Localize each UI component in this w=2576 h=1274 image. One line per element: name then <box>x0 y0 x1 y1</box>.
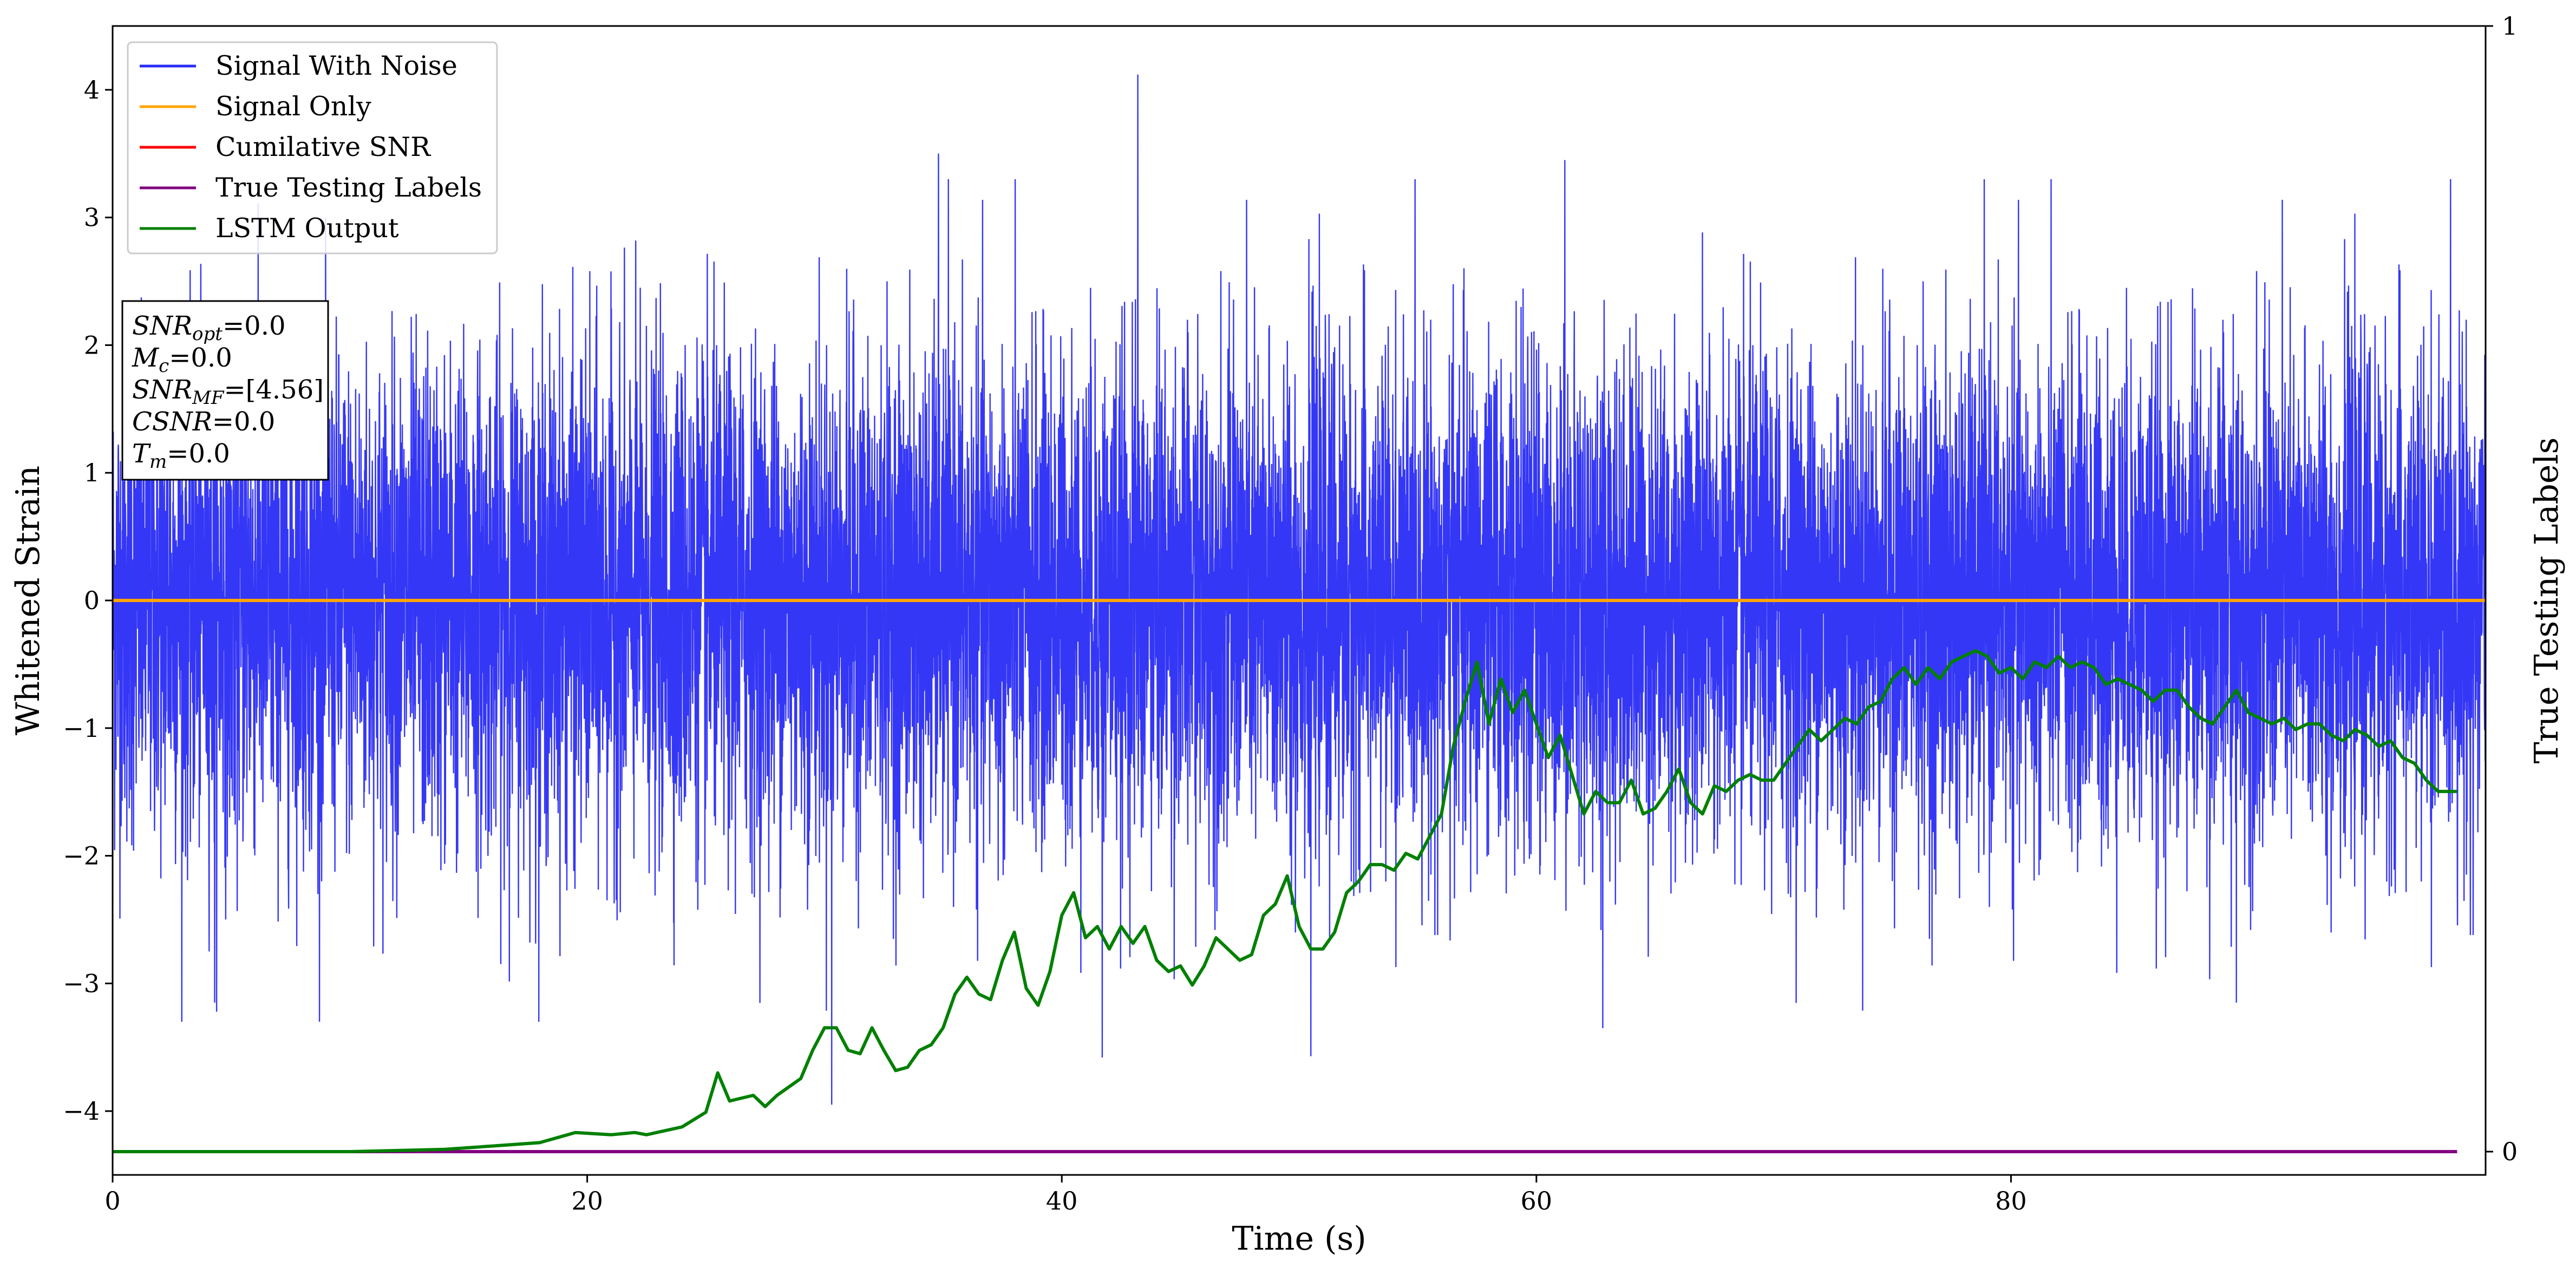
y2-tick-label: 1 <box>2502 11 2518 41</box>
info-line-subscript: opt <box>192 323 223 345</box>
y-tick-label: −1 <box>63 714 100 743</box>
x-tick-label: 0 <box>104 1186 120 1216</box>
x-tick-label: 40 <box>1046 1186 1078 1216</box>
x-tick-label: 60 <box>1521 1186 1553 1216</box>
legend-box <box>127 41 498 254</box>
series-lines-layer <box>113 599 2486 1153</box>
info-line: Tm=0.0 <box>132 439 230 473</box>
legend-label-signal-only: Signal Only <box>215 91 371 122</box>
info-line-subscript: MF <box>192 387 225 409</box>
y-tick-label: −2 <box>63 841 100 871</box>
info-line: SNRopt=0.0 <box>132 311 286 345</box>
y-axis-label: Whitened Strain <box>9 466 47 735</box>
info-annotation-box: SNRopt=0.0Mc=0.0SNRMF=[4.56]CSNR=0.0Tm=0… <box>121 300 329 481</box>
legend-label-signal-with-noise: Signal With Noise <box>215 50 457 81</box>
info-line-value: =0.0 <box>167 439 230 469</box>
info-line-subscript: c <box>159 355 169 377</box>
info-line: Mc=0.0 <box>132 343 232 377</box>
info-box-frame <box>121 300 329 481</box>
legend-label-true-testing-labels: True Testing Labels <box>215 172 482 203</box>
y2-axis-label: True Testing Labels <box>2528 437 2566 764</box>
info-line: SNRMF=[4.56] <box>132 375 324 409</box>
y-tick-label: 3 <box>84 203 100 232</box>
info-line-value: =0.0 <box>212 407 276 437</box>
info-line-symbol: M <box>132 343 160 373</box>
x-axis-label: Time (s) <box>1232 1220 1366 1258</box>
legend: Signal With Noise Signal Only Cumilative S… <box>127 41 498 254</box>
x-tick-label: 80 <box>1995 1186 2027 1216</box>
legend-label-cumilative-snr: Cumilative SNR <box>215 132 431 162</box>
signal-with-noise-line <box>113 74 2486 1105</box>
y-tick-label: 0 <box>84 586 100 615</box>
info-line-value: =[4.56] <box>224 375 324 405</box>
info-line-symbol: T <box>132 439 151 469</box>
y-tick-label: 1 <box>84 458 100 487</box>
info-line-value: =0.0 <box>223 311 286 341</box>
lstm-output-line <box>113 649 2457 1153</box>
signal-with-noise-layer <box>113 74 2486 1105</box>
y-tick-label: −3 <box>63 969 100 998</box>
y-tick-label: 4 <box>84 75 100 104</box>
info-line-value: =0.0 <box>169 343 232 373</box>
y2-tick-label: 0 <box>2502 1137 2518 1166</box>
x-tick-label: 20 <box>571 1186 603 1216</box>
info-line-symbol: SNR <box>132 311 192 341</box>
info-line: CSNR=0.0 <box>132 407 275 437</box>
y-tick-label: 2 <box>84 330 100 360</box>
info-line-symbol: SNR <box>132 375 192 405</box>
legend-label-lstm-output: LSTM Output <box>215 213 399 244</box>
info-line-symbol: CSNR <box>132 407 212 437</box>
y-tick-label: −4 <box>63 1096 100 1126</box>
info-line-subscript: m <box>149 451 167 473</box>
